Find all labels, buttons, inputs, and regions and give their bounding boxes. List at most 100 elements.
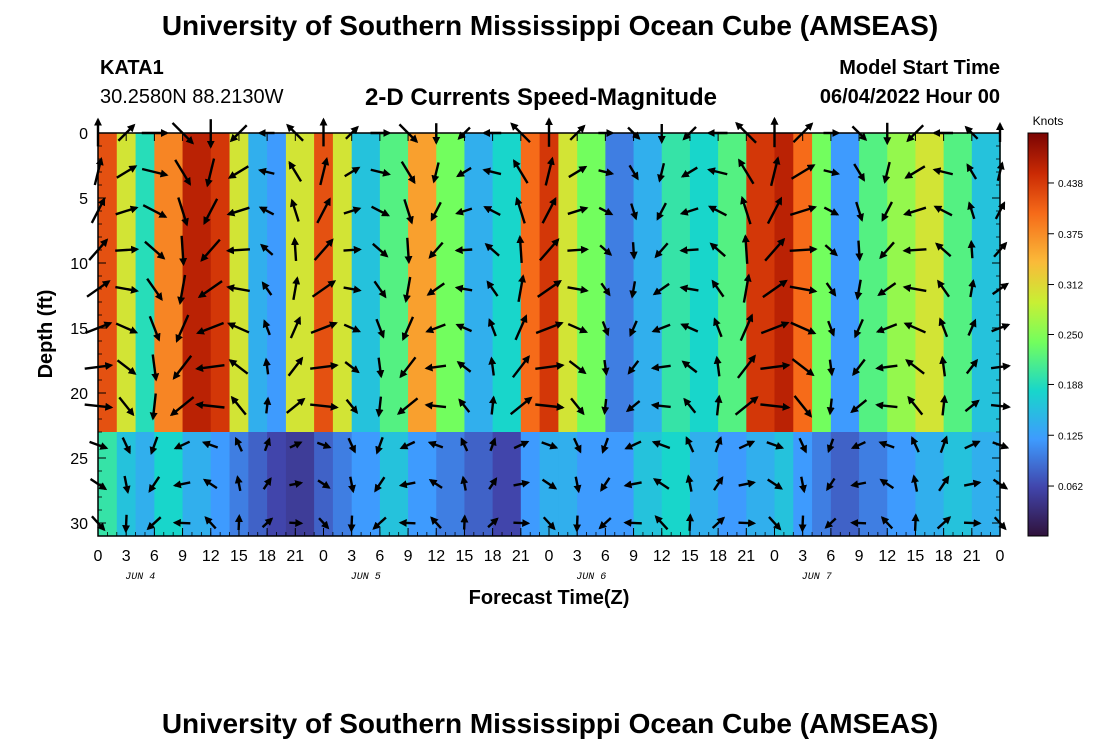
current-vector [933, 205, 953, 217]
current-vector [513, 159, 529, 184]
current-vector [628, 164, 639, 181]
current-vector [234, 475, 243, 492]
current-vector [850, 518, 867, 527]
current-vector [964, 440, 981, 450]
current-vector [488, 437, 497, 452]
current-vector [487, 517, 499, 529]
y-tick-label: 15 [70, 321, 88, 338]
colorbar-gradient [1027, 132, 1049, 537]
heatmap-cell [746, 133, 776, 432]
current-vector [175, 314, 190, 343]
current-vector [225, 246, 250, 255]
x-tick-label: 3 [798, 548, 807, 565]
current-vector [196, 321, 225, 335]
current-vector [310, 402, 339, 411]
x-tick-label: 15 [230, 548, 248, 565]
current-vector [317, 479, 331, 489]
current-vector [289, 480, 304, 488]
current-vector [541, 441, 559, 450]
x-tick-label: 6 [150, 548, 159, 565]
y-tick-label: 0 [79, 126, 88, 143]
current-vector [598, 168, 615, 177]
x-tick-label: 21 [512, 548, 530, 565]
x-tick-label: 15 [456, 548, 474, 565]
current-vector [428, 478, 443, 489]
current-vector [902, 284, 927, 293]
current-vector [963, 479, 982, 488]
heatmap-cell [605, 133, 635, 432]
current-vector [790, 164, 816, 180]
x-tick-label: 15 [681, 548, 699, 565]
current-vector [375, 318, 385, 339]
current-vector [963, 519, 982, 528]
current-vector [570, 397, 585, 416]
current-vector [793, 395, 813, 418]
current-vector [370, 168, 391, 177]
current-vector [790, 321, 817, 335]
current-vector [375, 436, 384, 455]
current-vector [483, 205, 501, 217]
current-vector [177, 274, 187, 305]
current-vector [766, 441, 785, 450]
colorbar-title: Knots [1033, 114, 1064, 128]
current-vector [285, 397, 306, 414]
current-vector [148, 476, 161, 493]
current-vector [514, 196, 526, 224]
current-vector [878, 440, 895, 449]
colorbar-tick-label: 0.250 [1058, 331, 1083, 342]
current-vector [711, 279, 725, 298]
current-vector [399, 356, 417, 379]
current-vector [318, 517, 330, 530]
current-vector [791, 358, 815, 377]
current-vector [850, 480, 867, 489]
current-vector [599, 244, 613, 256]
current-vector [544, 156, 555, 186]
current-vector [939, 355, 948, 377]
current-vector [535, 362, 565, 370]
current-vector [654, 515, 669, 531]
heatmap-cell [539, 133, 559, 432]
current-vector [935, 242, 952, 258]
current-vector [875, 401, 898, 410]
heatmap-cell [689, 432, 719, 536]
current-vector [711, 516, 726, 529]
current-vector [713, 355, 722, 377]
current-vector [853, 163, 865, 182]
current-vector [535, 402, 565, 411]
current-vector [484, 243, 500, 257]
current-vector [966, 163, 978, 180]
current-vector [823, 206, 840, 216]
current-vector [115, 245, 140, 254]
station-id: KATA1 [100, 57, 164, 79]
current-vector [403, 199, 414, 225]
current-vector [932, 167, 954, 176]
heatmap-cell [436, 432, 466, 536]
current-vector [261, 517, 274, 529]
current-vector [652, 282, 670, 296]
current-vector [572, 437, 582, 454]
current-vector [311, 280, 337, 298]
current-vector [427, 440, 444, 449]
chart-subtitle: 2-D Currents Speed-Magnitude [365, 84, 718, 111]
heatmap-cell [492, 133, 522, 432]
current-vector [911, 474, 920, 492]
x-tick-label: 18 [258, 548, 276, 565]
heatmap-cell [718, 133, 747, 432]
current-vector [400, 160, 416, 185]
current-vector [766, 196, 783, 225]
colorbar-tick-label: 0.438 [1058, 179, 1083, 190]
current-vector [142, 204, 168, 218]
current-vector [347, 437, 356, 454]
colorbar-tick-label: 0.312 [1058, 281, 1083, 292]
current-vector [685, 474, 694, 492]
current-vector [567, 322, 588, 334]
current-vector [967, 201, 976, 220]
current-vector [488, 477, 498, 490]
current-vector [310, 362, 339, 371]
current-vector [827, 320, 836, 337]
current-vector [260, 243, 274, 256]
current-vector [316, 197, 331, 224]
current-vector [629, 281, 638, 299]
current-vector [177, 197, 189, 227]
heatmap-cell [577, 133, 606, 432]
